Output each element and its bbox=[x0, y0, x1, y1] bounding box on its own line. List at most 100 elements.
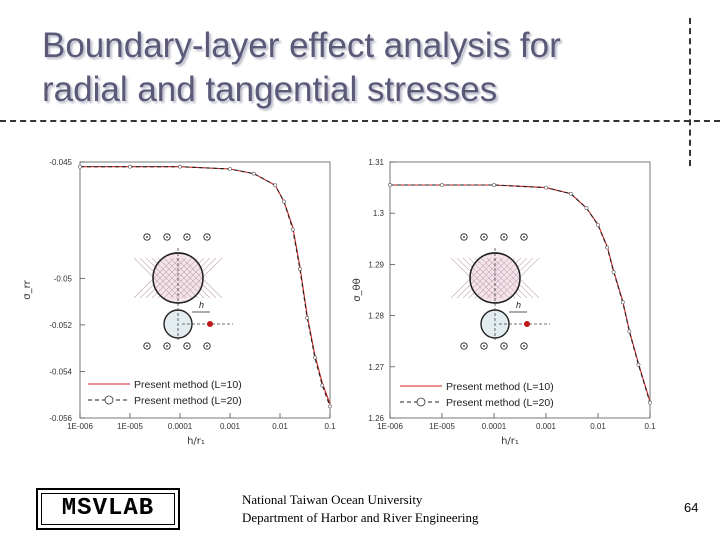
data-point-marker bbox=[313, 355, 317, 360]
data-point-marker bbox=[297, 267, 302, 271]
hole-hatch bbox=[169, 257, 211, 299]
data-point-marker bbox=[78, 164, 82, 169]
hole-hatch bbox=[468, 257, 510, 299]
legend: Present method (L=10) Present method (L=2… bbox=[400, 381, 554, 409]
y-tick-label: -0.054 bbox=[49, 367, 72, 376]
footer-university: National Taiwan Ocean University bbox=[242, 492, 423, 507]
x-tick-label: 1E-005 bbox=[117, 422, 143, 431]
data-point-marker bbox=[388, 183, 392, 187]
hole-hatch bbox=[492, 257, 534, 299]
y-tick-label: -0.056 bbox=[49, 414, 72, 423]
source-dot-bottom-1 bbox=[483, 345, 485, 347]
y-tick-label: -0.045 bbox=[49, 158, 72, 167]
x-tick-label: 0.001 bbox=[536, 422, 557, 431]
data-point-marker bbox=[544, 185, 548, 190]
legend: Present method (L=10) Present method (L=2… bbox=[88, 379, 242, 407]
legend-label: Present method (L=10) bbox=[134, 379, 242, 391]
observation-point bbox=[524, 321, 530, 327]
data-point-marker bbox=[328, 404, 332, 409]
x-tick-label: 0.1 bbox=[644, 422, 656, 431]
data-point-marker bbox=[320, 383, 325, 388]
legend-label: Present method (L=10) bbox=[446, 381, 554, 393]
data-point-marker bbox=[128, 164, 132, 169]
source-dot-bottom-1 bbox=[166, 345, 168, 347]
gap-symbol: h bbox=[516, 300, 521, 310]
slide-title: Boundary-layer effect analysis for radia… bbox=[42, 24, 561, 112]
title-line-2: radial and tangential stresses bbox=[42, 70, 498, 109]
x-axis-label: h/r₁ bbox=[187, 436, 205, 447]
hole-hatch bbox=[151, 257, 193, 299]
plot-frame bbox=[389, 161, 651, 419]
data-point-marker bbox=[178, 164, 182, 169]
source-dot-top-2 bbox=[186, 236, 188, 238]
vertical-dashed-divider bbox=[689, 18, 691, 166]
msvlab-logo: MSVLAB bbox=[36, 488, 180, 530]
hole-hatch bbox=[480, 257, 522, 299]
source-dot-bottom-3 bbox=[523, 345, 525, 347]
legend-label: Present method (L=20) bbox=[134, 395, 242, 407]
source-dot-top-3 bbox=[206, 236, 208, 238]
logo-text: MSVLAB bbox=[41, 493, 175, 525]
source-dot-bottom-0 bbox=[463, 345, 465, 347]
source-dot-top-1 bbox=[166, 236, 168, 238]
hole-hatch bbox=[498, 257, 540, 299]
data-point-marker bbox=[273, 183, 278, 188]
legend-marker bbox=[104, 395, 114, 405]
series-line-L10 bbox=[80, 166, 331, 405]
footer-department: Department of Harbor and River Engineeri… bbox=[242, 510, 479, 525]
footer-text: National Taiwan Ocean University Departm… bbox=[242, 491, 478, 527]
source-dot-top-3 bbox=[523, 236, 525, 238]
x-tick-label: 0.0001 bbox=[168, 422, 193, 431]
x-tick-label: 1E-005 bbox=[429, 422, 455, 431]
geometry-inset-1: h bbox=[450, 233, 550, 350]
source-dot-top-0 bbox=[146, 236, 148, 238]
hole-hatch bbox=[133, 257, 175, 299]
hole-hatch bbox=[462, 257, 504, 299]
geometry-inset-0: h bbox=[133, 233, 233, 350]
data-point-marker bbox=[440, 183, 444, 187]
source-dot-bottom-2 bbox=[503, 345, 505, 347]
data-point-marker bbox=[251, 171, 256, 176]
hole-hatch bbox=[139, 257, 181, 299]
data-point-marker bbox=[282, 199, 286, 204]
title-line-1: Boundary-layer effect analysis for bbox=[42, 26, 561, 65]
data-point-marker bbox=[648, 400, 652, 405]
x-tick-label: 0.0001 bbox=[482, 422, 507, 431]
page-number: 64 bbox=[684, 500, 699, 515]
hole-hatch bbox=[486, 257, 528, 299]
hole-hatch bbox=[450, 257, 492, 299]
series-line-L20 bbox=[390, 184, 651, 403]
y-tick-label: 1.28 bbox=[368, 312, 384, 321]
y-axis-label: σ_rr bbox=[22, 279, 33, 299]
x-axis-label: h/r₁ bbox=[501, 436, 519, 447]
hole-hatch bbox=[456, 257, 498, 299]
y-tick-label: -0.052 bbox=[49, 321, 72, 330]
data-point-marker bbox=[611, 270, 616, 274]
data-point-marker bbox=[568, 191, 573, 196]
x-tick-label: 0.1 bbox=[324, 422, 336, 431]
horizontal-dashed-divider bbox=[0, 120, 720, 122]
source-dot-top-0 bbox=[463, 236, 465, 238]
source-dot-bottom-0 bbox=[146, 345, 148, 347]
source-dot-top-2 bbox=[503, 236, 505, 238]
x-tick-label: 0.001 bbox=[220, 422, 241, 431]
gap-symbol: h bbox=[199, 300, 204, 310]
y-tick-label: 1.3 bbox=[373, 209, 385, 218]
hole-hatch bbox=[175, 257, 217, 299]
y-tick-label: 1.31 bbox=[368, 158, 384, 167]
y-axis-label: σ_θθ bbox=[352, 278, 363, 302]
hole-hatch bbox=[163, 257, 205, 299]
y-tick-label: 1.26 bbox=[368, 414, 384, 423]
source-dot-top-1 bbox=[483, 236, 485, 238]
observation-point bbox=[207, 321, 213, 327]
legend-marker bbox=[416, 397, 426, 407]
data-point-marker bbox=[492, 183, 496, 187]
data-point-marker bbox=[290, 227, 295, 232]
data-point-marker bbox=[627, 329, 632, 334]
x-tick-label: 1E-006 bbox=[67, 422, 93, 431]
data-point-marker bbox=[620, 300, 625, 305]
data-point-marker bbox=[636, 362, 641, 367]
